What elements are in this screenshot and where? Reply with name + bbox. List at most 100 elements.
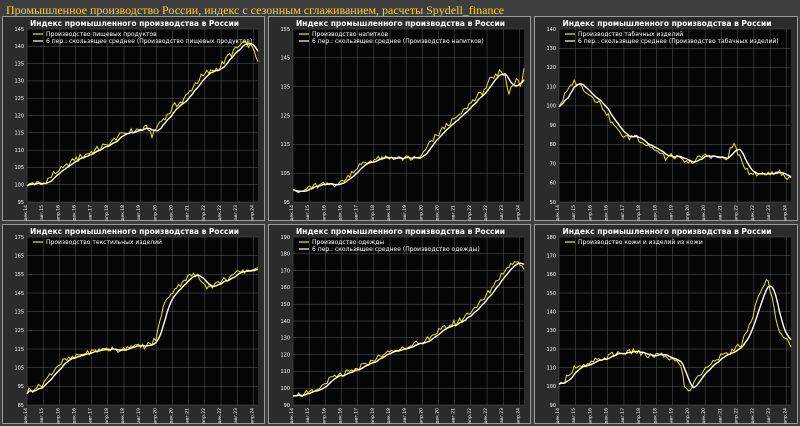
x-tick-label: апр.22 [467, 205, 473, 221]
x-tick-label: авг.23 [766, 408, 772, 423]
x-tick-label: авг.19 [669, 408, 675, 423]
y-tick-label: 120 [14, 113, 24, 119]
y-tick-label: 145 [14, 27, 24, 33]
y-tick-label: 100 [14, 183, 24, 189]
chart-panel-clothing: 90 100 110 120 130 140 150 160 170 180 190 дек.14 ав… [268, 224, 531, 424]
x-tick-label: дек.14 [555, 205, 561, 221]
series-line-moving-average [558, 83, 792, 178]
plot-area [559, 29, 791, 202]
y-tick-label: 110 [14, 148, 24, 154]
x-tick-label: дек.18 [386, 205, 392, 221]
y-tick-label: 135 [14, 61, 24, 67]
x-tick-label: дек.14 [289, 205, 295, 221]
series-line-raw [558, 78, 792, 181]
x-tick-label: дек.20 [701, 408, 707, 424]
x-tick-label: дек.18 [120, 408, 126, 424]
chart-beverages: 95 105 115 125 135 145 155 дек.14 авг.15 апр.16 де… [280, 19, 525, 221]
y-tick-label: 155 [14, 272, 24, 278]
y-tick-label: 145 [14, 291, 24, 297]
x-tick-label: авг.17 [88, 205, 94, 220]
x-tick-label: дек.22 [217, 205, 223, 221]
y-tick-label: 180 [546, 235, 556, 241]
y-tick-label: 160 [546, 272, 556, 278]
x-tick-label: авг.21 [717, 408, 723, 423]
y-tick-label: 95 [18, 384, 24, 390]
x-tick-label: апр.18 [636, 205, 642, 221]
x-tick-label: авг.15 [305, 205, 311, 220]
x-tick-label: апр.16 [55, 205, 61, 221]
x-tick-label: апр.16 [55, 408, 61, 424]
legend-entry: 6 пер.: скользящее среднее (Производство… [46, 38, 252, 45]
x-tick-label: авг.17 [354, 408, 360, 423]
series-line-moving-average [558, 285, 792, 389]
x-tick-label: дек.14 [289, 408, 295, 424]
chart-clothing: 90 100 110 120 130 140 150 160 170 180 190 дек.14 ав… [280, 227, 525, 424]
chart-title: Индекс промышленного производства в Росс… [562, 227, 771, 236]
legend-entry: Производство текстильных изделий [46, 239, 162, 246]
x-tick-label: авг.21 [451, 205, 457, 220]
x-tick-label: дек.22 [483, 408, 489, 424]
series-line-moving-average [26, 42, 259, 187]
y-tick-label: 80 [550, 142, 556, 148]
x-tick-label: дек.18 [386, 408, 392, 424]
y-tick-label: 120 [280, 352, 290, 358]
legend-entry: Производство одежды [312, 239, 384, 246]
y-tick-label: 130 [546, 328, 556, 334]
x-tick-label: дек.22 [750, 205, 756, 221]
x-tick-label: дек.20 [701, 205, 707, 221]
y-tick-label: 70 [550, 161, 556, 167]
x-tick-label: дек.20 [169, 205, 175, 221]
y-tick-label: 50 [550, 200, 556, 206]
chart-panel-textile: 85 95 105 115 125 135 145 155 165 175 дек.14 авг.15… [2, 224, 265, 424]
x-tick-label: апр.22 [734, 205, 740, 221]
x-tick-label: дек.18 [120, 205, 126, 221]
x-tick-label: авг.23 [499, 408, 505, 423]
y-tick-label: 110 [546, 84, 556, 90]
y-tick-label: 170 [546, 253, 556, 259]
y-tick-label: 100 [546, 384, 556, 390]
x-tick-label: апр.22 [467, 408, 473, 424]
chart-food: 95 100 105 110 115 120 125 130 135 140 145 дек.14 ав… [14, 19, 259, 221]
legend-entry: Производство кожи и изделий из кожи [578, 239, 703, 246]
y-tick-label: 140 [280, 319, 290, 325]
x-tick-label: авг.19 [669, 205, 675, 220]
y-tick-label: 120 [546, 65, 556, 71]
x-tick-label: дек.20 [169, 408, 175, 424]
chart-title: Индекс промышленного производства в Росс… [30, 227, 239, 236]
y-tick-label: 105 [280, 171, 290, 177]
y-tick-label: 140 [546, 309, 556, 315]
series-line-raw [292, 261, 525, 397]
x-tick-label: авг.15 [305, 408, 311, 423]
x-tick-label: авг.17 [620, 205, 626, 220]
x-tick-label: дек.16 [604, 205, 610, 221]
x-tick-label: апр.18 [370, 205, 376, 221]
x-tick-label: авг.15 [571, 205, 577, 220]
y-tick-label: 85 [18, 403, 24, 409]
x-tick-label: апр.20 [152, 205, 158, 221]
y-tick-label: 175 [14, 235, 24, 241]
x-tick-label: дек.16 [72, 408, 78, 424]
legend-entry: Производство табачных изделий [578, 31, 683, 38]
chart-title: Индекс промышленного производства в Росс… [296, 227, 505, 236]
series-line-moving-average [292, 262, 525, 397]
chart-title: Индекс промышленного производства в Росс… [30, 19, 239, 28]
y-tick-label: 105 [14, 165, 24, 171]
x-tick-label: авг.15 [39, 205, 45, 220]
x-tick-label: дек.16 [338, 205, 344, 221]
x-tick-label: апр.18 [370, 408, 376, 424]
series-line-moving-average [292, 73, 525, 193]
x-tick-label: апр.20 [418, 408, 424, 424]
y-tick-label: 100 [546, 104, 556, 110]
legend-entry: 6 пер.: скользящее среднее (Производство… [578, 38, 779, 45]
plot-area [559, 237, 791, 405]
x-tick-label: апр.20 [685, 408, 691, 424]
y-tick-label: 145 [280, 56, 290, 62]
y-tick-label: 90 [550, 403, 556, 409]
x-tick-label: авг.23 [499, 205, 505, 220]
x-tick-label: дек.20 [435, 205, 441, 221]
y-tick-label: 115 [14, 347, 24, 353]
y-tick-label: 105 [14, 365, 24, 371]
x-tick-label: дек.16 [72, 205, 78, 221]
y-tick-label: 140 [14, 44, 24, 50]
x-tick-label: дек.14 [23, 408, 29, 424]
